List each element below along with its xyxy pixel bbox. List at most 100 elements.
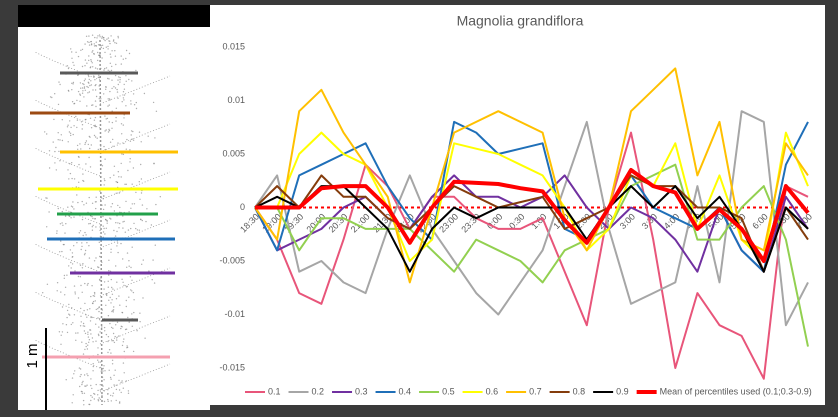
tree-point	[116, 88, 118, 91]
tree-point	[128, 52, 131, 55]
tree-point	[120, 55, 122, 57]
tree-point	[117, 142, 119, 144]
tree-point	[76, 144, 79, 147]
tree-point	[103, 365, 105, 367]
tree-point	[92, 104, 94, 106]
tree-point	[100, 98, 102, 100]
tree-point	[110, 248, 112, 250]
tree-point	[87, 344, 89, 346]
series-line	[254, 110, 809, 327]
tree-point	[95, 226, 97, 228]
tree-point	[90, 40, 92, 43]
tree-point	[98, 74, 100, 77]
tree-point	[79, 100, 81, 103]
tree-point	[135, 69, 137, 72]
tree-point	[114, 369, 116, 371]
tree-point	[64, 232, 66, 234]
tree-point	[66, 65, 69, 67]
tree-point	[45, 197, 47, 199]
tree-point	[109, 217, 111, 219]
tree-point	[103, 281, 106, 283]
tree-point	[86, 284, 89, 286]
tree-point	[110, 35, 112, 37]
tree-point	[99, 384, 102, 386]
tree-point	[101, 37, 103, 39]
tree-point	[91, 229, 94, 231]
tree-point	[102, 47, 105, 50]
tree-point	[88, 75, 90, 78]
tree-point	[121, 133, 123, 135]
tree-point	[107, 77, 109, 80]
tree-point	[118, 402, 121, 404]
tree-point	[88, 341, 90, 343]
plot-lines	[254, 67, 810, 380]
tree-point	[77, 297, 80, 299]
tree-point	[120, 162, 122, 165]
tree-point	[79, 94, 82, 96]
tree-point	[80, 373, 82, 376]
tree-point	[67, 89, 70, 92]
tree-point	[94, 293, 96, 295]
tree-point	[82, 325, 85, 327]
tree-point	[111, 50, 113, 52]
tree-point	[69, 120, 71, 122]
tree-point	[141, 263, 143, 265]
tree-point	[83, 374, 86, 376]
tree-point	[42, 292, 44, 294]
tree-point	[88, 135, 91, 138]
tree-point	[77, 275, 80, 278]
tree-point	[68, 215, 71, 217]
tree-point	[72, 133, 74, 136]
tree-point	[97, 317, 99, 319]
tree-point	[84, 282, 86, 285]
tree-point	[108, 98, 111, 100]
tree-point	[82, 173, 84, 175]
tree-point	[140, 192, 143, 194]
tree-point	[111, 286, 113, 289]
tree-point	[112, 311, 115, 313]
tree-point	[79, 276, 82, 278]
tree-point	[113, 341, 116, 344]
tree-point	[88, 59, 90, 62]
tree-point	[118, 176, 120, 178]
tree-point	[115, 63, 117, 66]
y-tick-label: -0.015	[219, 362, 245, 372]
tree-point	[97, 148, 100, 151]
tree-point	[122, 341, 125, 343]
tree-point	[84, 231, 86, 234]
tree-point	[86, 62, 88, 64]
tree-point	[65, 324, 68, 326]
tree-point	[91, 396, 94, 398]
tree-point	[91, 62, 93, 64]
tree-point	[103, 379, 105, 381]
tree-point	[69, 314, 71, 316]
tree-point	[98, 361, 100, 363]
tree-point	[103, 69, 105, 71]
tree-point	[111, 203, 114, 205]
tree-point	[97, 333, 100, 335]
tree-point	[55, 169, 57, 171]
tree-point	[125, 305, 128, 308]
tree-point	[122, 221, 124, 223]
tree-point	[93, 398, 96, 400]
tree-point	[99, 389, 102, 391]
tree-point	[159, 196, 161, 198]
tree-point	[89, 329, 92, 331]
tree-point	[147, 135, 149, 137]
tree-point	[56, 230, 58, 232]
tree-point	[107, 336, 110, 338]
tree-point	[113, 86, 115, 88]
tree-point	[110, 400, 113, 402]
tree-point	[82, 83, 84, 85]
tree-point	[91, 51, 93, 53]
tree-point	[71, 51, 73, 53]
tree-point	[94, 300, 97, 302]
tree-point	[115, 42, 118, 44]
tree-point	[151, 279, 153, 281]
legend-label: 0.2	[312, 386, 325, 396]
tree-point	[83, 80, 86, 82]
tree-point	[61, 210, 63, 213]
tree-point	[91, 34, 94, 36]
tree-point	[105, 67, 108, 69]
